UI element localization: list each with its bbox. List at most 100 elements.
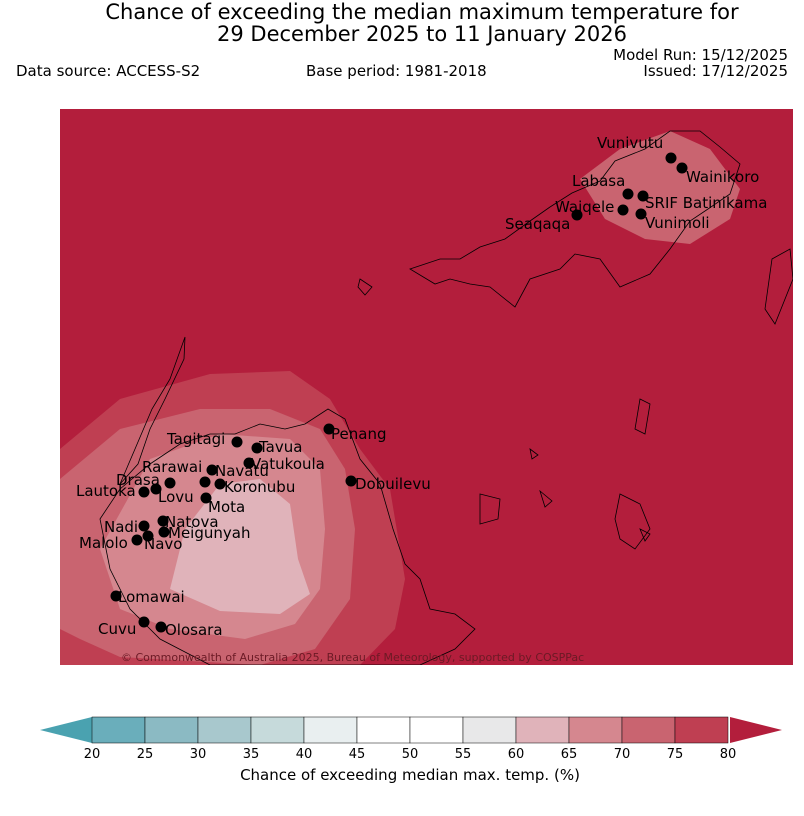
place-marker[interactable] — [155, 621, 167, 633]
coastline-viti-levu — [99, 408, 476, 665]
colorbar-segment — [250, 716, 305, 744]
colorbar-segment — [356, 716, 411, 744]
place-label: Rarawai — [142, 458, 202, 476]
colorbar-tick-label: 80 — [720, 747, 737, 762]
coastline-koro — [634, 398, 651, 435]
colorbar-over-arrow — [730, 717, 782, 743]
place-label: Vunimoli — [645, 214, 710, 232]
colorbar-tick-label: 55 — [455, 747, 472, 762]
place-marker[interactable] — [206, 464, 218, 476]
place-label: Meigunyah — [168, 524, 250, 542]
place-marker[interactable] — [214, 478, 226, 490]
place-marker[interactable] — [622, 188, 634, 200]
coastline-islet-1 — [539, 489, 553, 508]
place-marker[interactable] — [345, 475, 357, 487]
place-label: Mota — [208, 498, 245, 516]
colorbar-segment — [91, 716, 146, 744]
colorbar-tick-label: 25 — [137, 747, 154, 762]
coastline-kadavu — [614, 493, 651, 550]
place-marker[interactable] — [676, 162, 688, 174]
place-label: Navo — [144, 535, 182, 553]
place-label: Nadi — [104, 518, 138, 536]
issued-label: Issued: 17/12/2025 — [643, 62, 788, 80]
colorbar-tick-label: 65 — [561, 747, 578, 762]
place-marker[interactable] — [142, 530, 154, 542]
coastline-vanua-levu — [409, 130, 741, 308]
place-label: Vunivutu — [597, 134, 663, 152]
place-marker[interactable] — [138, 520, 150, 532]
colorbar-svg: 20 25 30 35 40 45 50 55 60 65 70 75 80 — [40, 716, 782, 762]
place-label: Lovu — [158, 488, 194, 506]
place-marker[interactable] — [150, 483, 162, 495]
place-marker[interactable] — [637, 190, 649, 202]
place-marker[interactable] — [571, 209, 583, 221]
place-marker[interactable] — [617, 204, 629, 216]
place-label: Natova — [165, 513, 219, 531]
colorbar-segment — [303, 716, 358, 744]
place-marker[interactable] — [665, 152, 677, 164]
colorbar-segment — [462, 716, 517, 744]
place-label: Olosara — [165, 621, 223, 639]
place-marker[interactable] — [138, 486, 150, 498]
colorbar-segment — [515, 716, 570, 744]
colorbar-segment — [621, 716, 676, 744]
place-marker[interactable] — [231, 436, 243, 448]
colorbar-segment — [409, 716, 464, 744]
data-source-label: Data source: ACCESS-S2 — [16, 62, 201, 80]
probability-map[interactable]: © Commonwealth of Australia 2025, Bureau… — [60, 109, 793, 665]
place-marker[interactable] — [200, 492, 212, 504]
colorbar-tick-label: 50 — [402, 747, 419, 762]
place-markers: Vunivutu Wainikoro Labasa SRIF Batinikama Wa… — [76, 134, 767, 639]
colorbar-tick-label: 60 — [508, 747, 525, 762]
colorbar-segments — [91, 716, 729, 744]
contour-band-55-60 — [170, 479, 310, 614]
colorbar: 20 25 30 35 40 45 50 55 60 65 70 75 80 — [38, 714, 784, 762]
colorbar-tick-label: 75 — [667, 747, 684, 762]
place-label: Tavua — [258, 438, 302, 456]
place-label: Lomawai — [118, 588, 185, 606]
coastline-islet-3 — [639, 528, 651, 542]
colorbar-label: Chance of exceeding median max. temp. (%… — [240, 766, 580, 784]
place-label: Tagitagi — [166, 430, 225, 448]
place-marker[interactable] — [138, 616, 150, 628]
colorbar-tick-label: 45 — [349, 747, 366, 762]
place-label: Wainikoro — [686, 168, 759, 186]
colorbar-segment — [568, 716, 623, 744]
place-label: Malolo — [79, 534, 128, 552]
place-label: Drasa — [116, 471, 160, 489]
colorbar-tick-label: 20 — [84, 747, 101, 762]
colorbar-tick-label: 30 — [190, 747, 207, 762]
place-marker[interactable] — [110, 590, 122, 602]
place-marker[interactable] — [157, 515, 169, 527]
coastline-gau — [357, 278, 373, 296]
copyright-notice: © Commonwealth of Australia 2025, Bureau… — [121, 651, 584, 664]
place-label: Koronubu — [224, 478, 295, 496]
place-marker[interactable] — [199, 476, 211, 488]
place-label: SRIF Batinikama — [645, 194, 767, 212]
title-line-2: 29 December 2025 to 11 January 2026 — [217, 22, 627, 46]
colorbar-tick-label: 35 — [243, 747, 260, 762]
colorbar-segment — [144, 716, 199, 744]
place-label: Vatukoula — [251, 455, 325, 473]
place-label: Navatu — [215, 462, 269, 480]
coastline-islet-2 — [529, 448, 539, 460]
place-marker[interactable] — [323, 423, 335, 435]
place-label: Labasa — [572, 172, 625, 190]
place-marker[interactable] — [635, 208, 647, 220]
colorbar-segment — [197, 716, 252, 744]
place-label: Penang — [331, 425, 386, 443]
place-marker[interactable] — [251, 442, 263, 454]
place-label: Seaqaqa — [505, 215, 570, 233]
base-period-label: Base period: 1981-2018 — [306, 62, 487, 80]
place-marker[interactable] — [158, 526, 170, 538]
colorbar-under-arrow — [40, 717, 92, 743]
place-label: Waiqele — [555, 198, 614, 216]
model-run-label: Model Run: 15/12/2025 — [613, 46, 788, 64]
place-marker[interactable] — [164, 477, 176, 489]
coastline-taveuni — [764, 248, 793, 325]
place-marker[interactable] — [243, 457, 255, 469]
place-label: Cuvu — [98, 620, 136, 638]
place-marker[interactable] — [131, 534, 143, 546]
place-label: Lautoka — [76, 482, 136, 500]
colorbar-tick-label: 70 — [614, 747, 631, 762]
